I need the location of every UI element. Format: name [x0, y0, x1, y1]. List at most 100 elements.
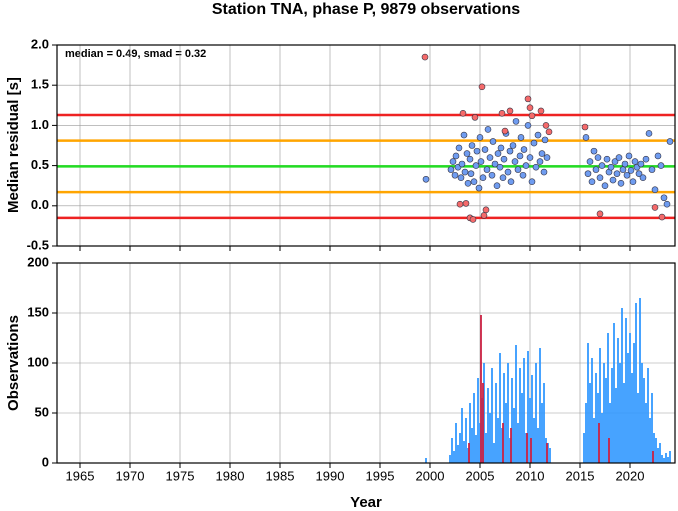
data-point	[477, 158, 485, 165]
data-point	[637, 160, 645, 168]
bar	[652, 451, 654, 463]
y-tick-label: 0	[42, 454, 49, 469]
bar	[589, 383, 591, 463]
bar	[525, 433, 527, 463]
data-point	[635, 170, 643, 177]
bar	[583, 433, 585, 463]
bar	[521, 393, 523, 463]
data-point	[459, 110, 467, 117]
bar	[469, 403, 471, 463]
data-point	[592, 166, 600, 173]
data-point	[542, 122, 550, 129]
bar	[613, 323, 615, 463]
bar	[621, 308, 623, 463]
bar	[547, 443, 549, 463]
data-point	[524, 122, 532, 129]
bar	[457, 445, 459, 463]
bar	[598, 423, 600, 463]
bar	[463, 441, 465, 463]
x-tick-label: 1970	[116, 468, 145, 483]
bar	[605, 378, 607, 463]
data-point	[619, 166, 627, 173]
data-point	[472, 162, 480, 169]
bar	[468, 443, 470, 463]
bar	[526, 433, 528, 463]
bar	[461, 408, 463, 463]
bar	[530, 438, 532, 463]
plot-frame	[56, 262, 676, 464]
bar	[661, 455, 663, 463]
data-point	[627, 167, 635, 174]
bar	[615, 388, 617, 463]
data-point	[581, 123, 589, 131]
data-point	[464, 179, 472, 187]
bar	[509, 438, 511, 463]
plot-frame	[56, 44, 676, 247]
bar	[651, 393, 653, 463]
bar	[649, 418, 651, 463]
bar	[645, 403, 647, 463]
data-point	[629, 178, 637, 185]
data-point	[500, 155, 508, 163]
bar	[637, 393, 639, 463]
bar	[473, 393, 475, 463]
data-point	[615, 154, 623, 161]
data-point	[541, 136, 549, 144]
data-point	[601, 182, 609, 189]
data-point	[468, 142, 476, 149]
data-point	[588, 178, 596, 185]
data-point	[479, 174, 487, 181]
bar	[657, 448, 659, 463]
data-point	[586, 158, 594, 165]
data-point	[584, 170, 592, 177]
data-point	[499, 174, 507, 181]
data-point	[483, 166, 491, 173]
bar	[546, 443, 548, 463]
data-point	[486, 154, 494, 161]
bar	[531, 375, 533, 463]
bar	[639, 298, 641, 463]
bar	[545, 438, 547, 463]
bar	[669, 451, 671, 463]
data-point	[611, 158, 619, 165]
data-point	[512, 118, 520, 125]
bar	[599, 348, 601, 463]
data-point	[456, 200, 464, 208]
data-point	[657, 162, 665, 169]
data-point	[607, 163, 615, 171]
bar	[653, 433, 655, 463]
data-point	[466, 155, 474, 163]
data-point	[666, 138, 674, 145]
data-point	[501, 127, 509, 135]
x-tick-label: 2005	[466, 468, 495, 483]
bar	[529, 398, 531, 463]
bar	[608, 438, 610, 463]
data-point	[461, 168, 469, 176]
bar	[659, 443, 661, 463]
bar	[595, 373, 597, 463]
data-point	[651, 204, 659, 211]
bar	[593, 418, 595, 463]
data-point	[532, 163, 540, 171]
y-tick-label: 0.5	[31, 157, 49, 172]
bar	[609, 403, 611, 463]
bar	[535, 363, 537, 463]
bar	[491, 368, 493, 463]
data-point	[491, 160, 499, 168]
data-point	[493, 182, 501, 189]
data-point	[534, 131, 542, 139]
bar	[539, 348, 541, 463]
data-point	[447, 166, 455, 173]
data-point	[658, 213, 666, 221]
x-tick-label: 2015	[566, 468, 595, 483]
x-tick-label: 2020	[616, 468, 645, 483]
data-point	[494, 150, 502, 157]
data-point	[617, 179, 625, 187]
bar	[623, 383, 625, 463]
bar	[523, 358, 525, 463]
data-point	[520, 146, 528, 153]
data-point	[651, 186, 659, 194]
data-point	[484, 126, 492, 133]
data-point	[642, 155, 650, 163]
bar	[607, 333, 609, 463]
